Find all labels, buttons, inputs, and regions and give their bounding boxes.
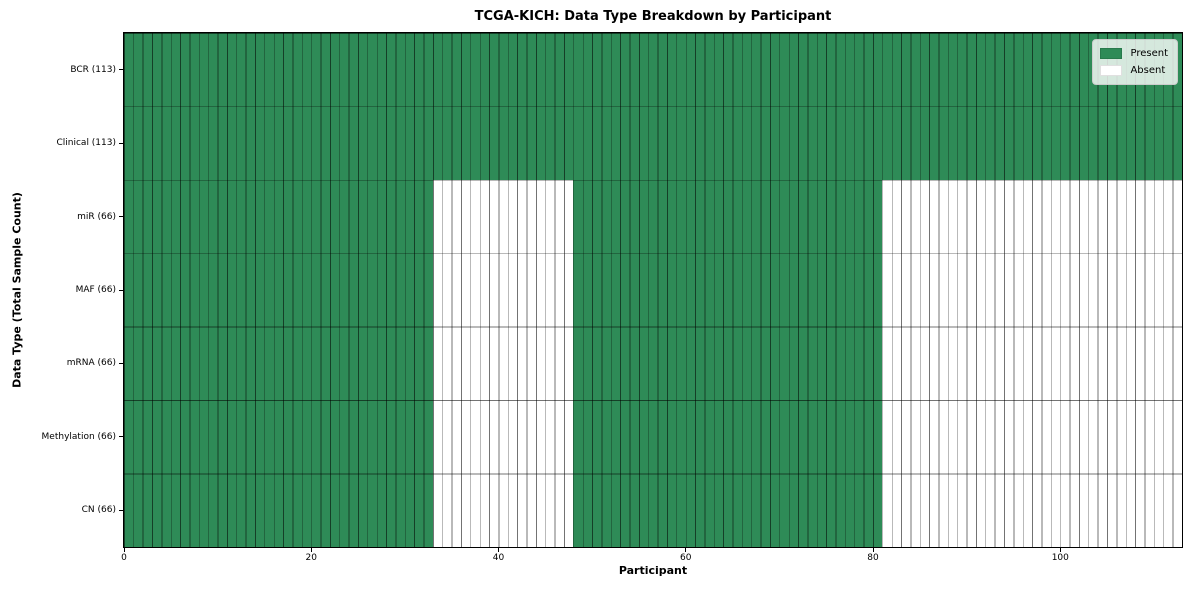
x-tick [498, 548, 499, 552]
x-tick [310, 548, 312, 552]
y-tick-label: CN (66) [81, 505, 116, 516]
y-tick-label: mRNA (66) [66, 358, 116, 369]
heatmap-present-block [573, 253, 883, 327]
y-axis-label: Data Type (Total Sample Count) [10, 192, 24, 388]
legend: Present Absent [1092, 39, 1178, 85]
legend-item-absent: Absent [1100, 62, 1168, 79]
x-tick-label: 80 [867, 553, 879, 563]
plot-area [123, 32, 1183, 548]
heatmap-present-block [124, 400, 433, 474]
legend-swatch-present [1100, 48, 1123, 59]
legend-label-present: Present [1130, 48, 1168, 59]
heatmap-present-block [573, 326, 883, 401]
x-axis-label: Participant [618, 564, 688, 577]
heatmap-present-block [124, 326, 433, 401]
y-tick [119, 436, 123, 438]
heatmap-present-block [573, 400, 883, 474]
chart-title: TCGA-KICH: Data Type Breakdown by Partic… [474, 9, 832, 24]
legend-label-absent: Absent [1130, 65, 1166, 76]
y-tick [119, 69, 123, 71]
y-tick [119, 509, 123, 511]
y-tick-label: Methylation (66) [41, 431, 116, 442]
y-tick-label: Clinical (113) [56, 138, 116, 149]
x-tick [685, 548, 687, 552]
x-tick [1059, 548, 1061, 552]
heatmap-present-block [124, 33, 1182, 107]
heatmap-present-block [124, 253, 433, 327]
x-tick-label: 100 [1051, 553, 1069, 563]
y-tick [119, 289, 123, 291]
x-tick [872, 548, 874, 552]
y-tick [119, 362, 123, 364]
legend-swatch-absent [1100, 65, 1123, 76]
heatmap-present-block [573, 473, 883, 547]
y-tick-label: MAF (66) [75, 285, 116, 295]
heatmap-present-block [573, 179, 883, 254]
x-tick-label: 0 [121, 553, 127, 563]
x-tick-label: 40 [492, 553, 505, 563]
y-tick [119, 216, 123, 218]
x-tick [123, 548, 125, 552]
heatmap-present-block [124, 473, 433, 547]
x-tick-label: 20 [305, 553, 317, 563]
y-tick-label: miR (66) [77, 211, 116, 222]
y-tick [119, 142, 123, 144]
heatmap-present-block [124, 106, 1182, 180]
legend-item-present: Present [1100, 45, 1168, 62]
y-tick-label: BCR (113) [70, 64, 116, 75]
x-tick-label: 60 [680, 553, 692, 563]
heatmap-present-block [124, 179, 433, 254]
